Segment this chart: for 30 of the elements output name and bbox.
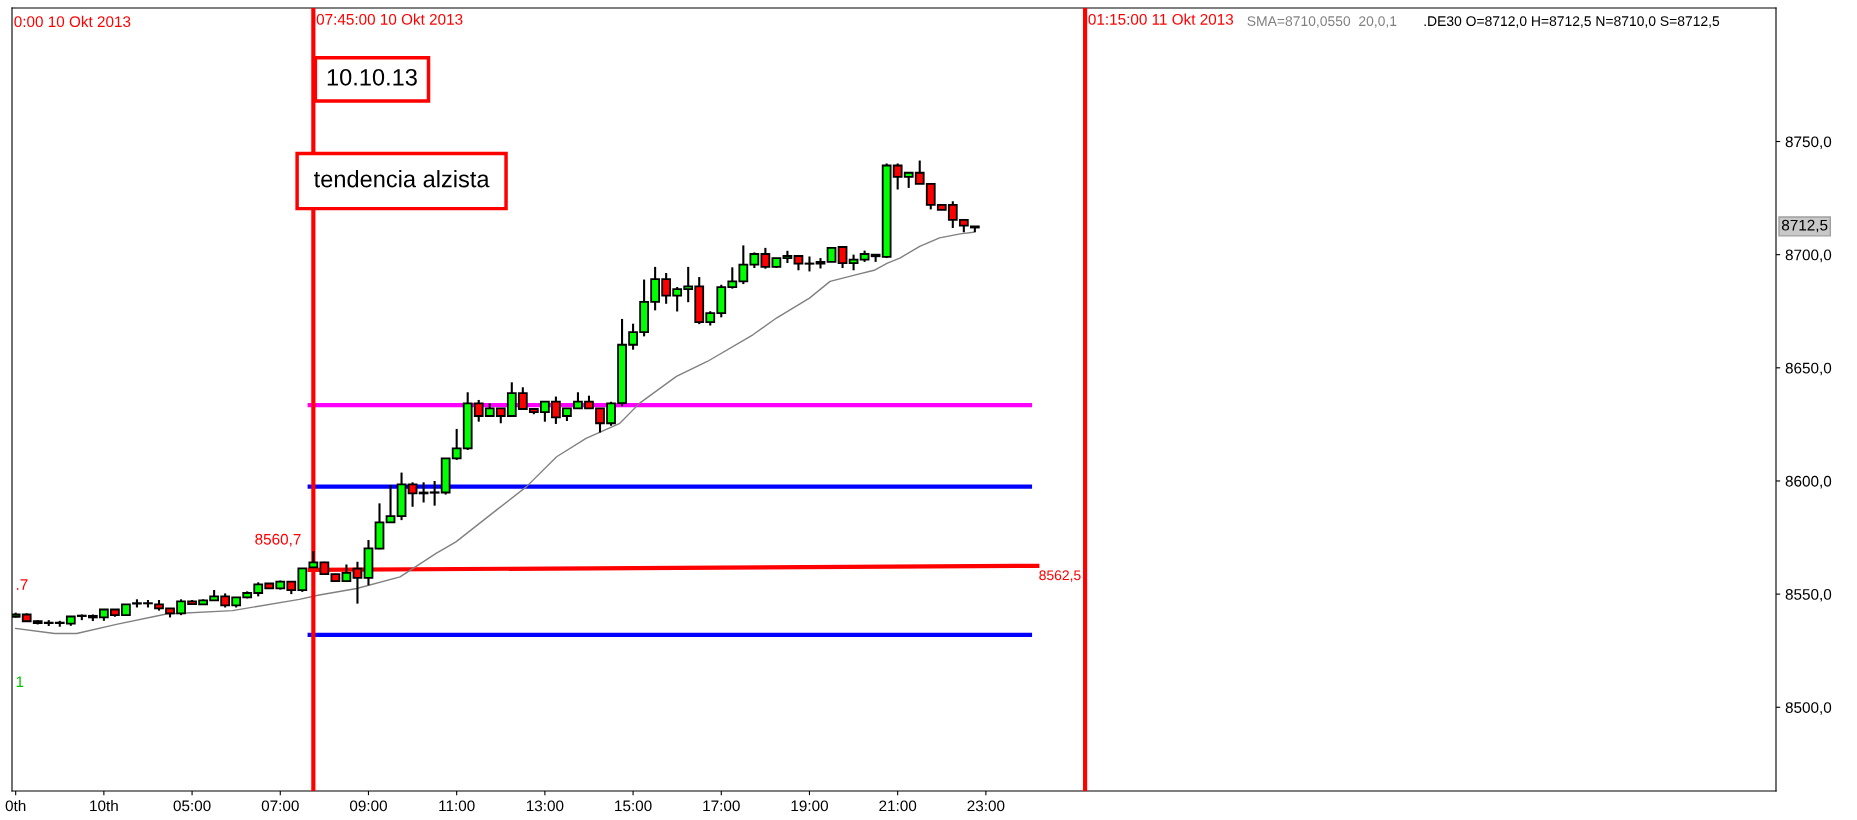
y-tick-label: 8600,0: [1785, 475, 1832, 489]
x-tick-label: 13:00: [526, 800, 564, 812]
data-label: 8562,5: [1039, 570, 1081, 582]
annotation: SMA=8710,0550 20,0,1: [1247, 16, 1397, 28]
annotation: 0:00 10 Okt 2013: [14, 15, 131, 28]
x-tick-label: 17:00: [703, 800, 740, 812]
annotation: tendencia alzista: [314, 170, 490, 188]
ref-line-label: 01:15:00 11 Okt 2013: [1088, 13, 1234, 25]
y-tick-label: 8550,0: [1785, 588, 1832, 602]
y-tick-label: 8750,0: [1785, 136, 1832, 150]
y-tick-label: 8700,0: [1785, 249, 1832, 263]
y-tick-label: 8650,0: [1785, 362, 1832, 376]
x-tick-label: 0th: [5, 800, 26, 812]
text: 8712,5: [1781, 219, 1828, 233]
x-tick-label: 10th: [90, 800, 118, 812]
x-tick-label: 09:00: [349, 800, 387, 812]
x-tick-label: 23:00: [967, 800, 1005, 812]
x-tick-label: 07:00: [261, 800, 299, 812]
ref-line-label: 07:45:00 10 Okt 2013: [316, 13, 463, 25]
annotation: 1: [16, 676, 24, 687]
annotation: 10.10.13: [327, 68, 417, 86]
data-label: 8560,7: [255, 533, 301, 547]
annotation: .DE30 O=8712,0 H=8712,5 N=8710,0 S=8712,5: [1424, 16, 1720, 28]
x-tick-label: 11:00: [439, 800, 475, 812]
x-tick-label: 19:00: [791, 800, 828, 812]
y-tick-label: 8500,0: [1785, 702, 1832, 715]
x-tick-label: 05:00: [173, 800, 211, 812]
annotation: .7: [16, 579, 28, 590]
x-tick-label: 15:00: [615, 800, 652, 812]
x-tick-label: 21:00: [879, 800, 917, 812]
